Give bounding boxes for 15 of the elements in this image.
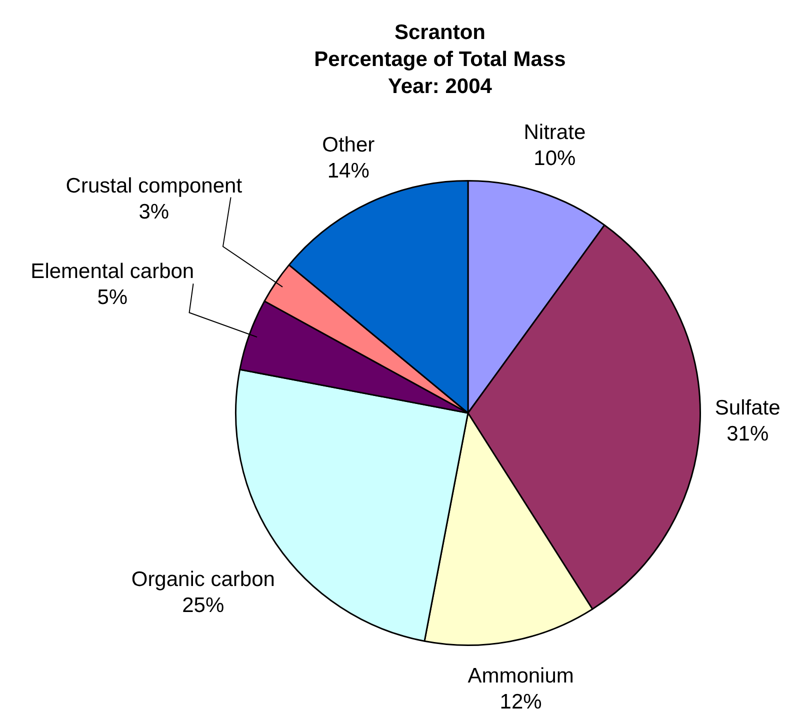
data-label: 10%: [534, 146, 576, 170]
data-label: 12%: [500, 690, 542, 714]
slice-label: Ammonium: [468, 664, 574, 688]
data-label: 3%: [138, 200, 170, 224]
slice-label: Nitrate: [524, 120, 586, 144]
data-label: 5%: [97, 286, 128, 309]
slice-label: Other: [322, 134, 375, 157]
data-label: 31%: [726, 422, 769, 446]
slice-label: Organic carbon: [131, 568, 275, 591]
data-label: 14%: [327, 160, 370, 183]
slice-label: Crustal component: [66, 174, 242, 198]
data-label: 25%: [182, 594, 224, 617]
chart-title: Scranton Percentage of Total Mass Year: 2004: [314, 20, 566, 98]
slice-label: Sulfate: [714, 396, 780, 420]
slice-label: Elemental carbon: [30, 260, 194, 283]
